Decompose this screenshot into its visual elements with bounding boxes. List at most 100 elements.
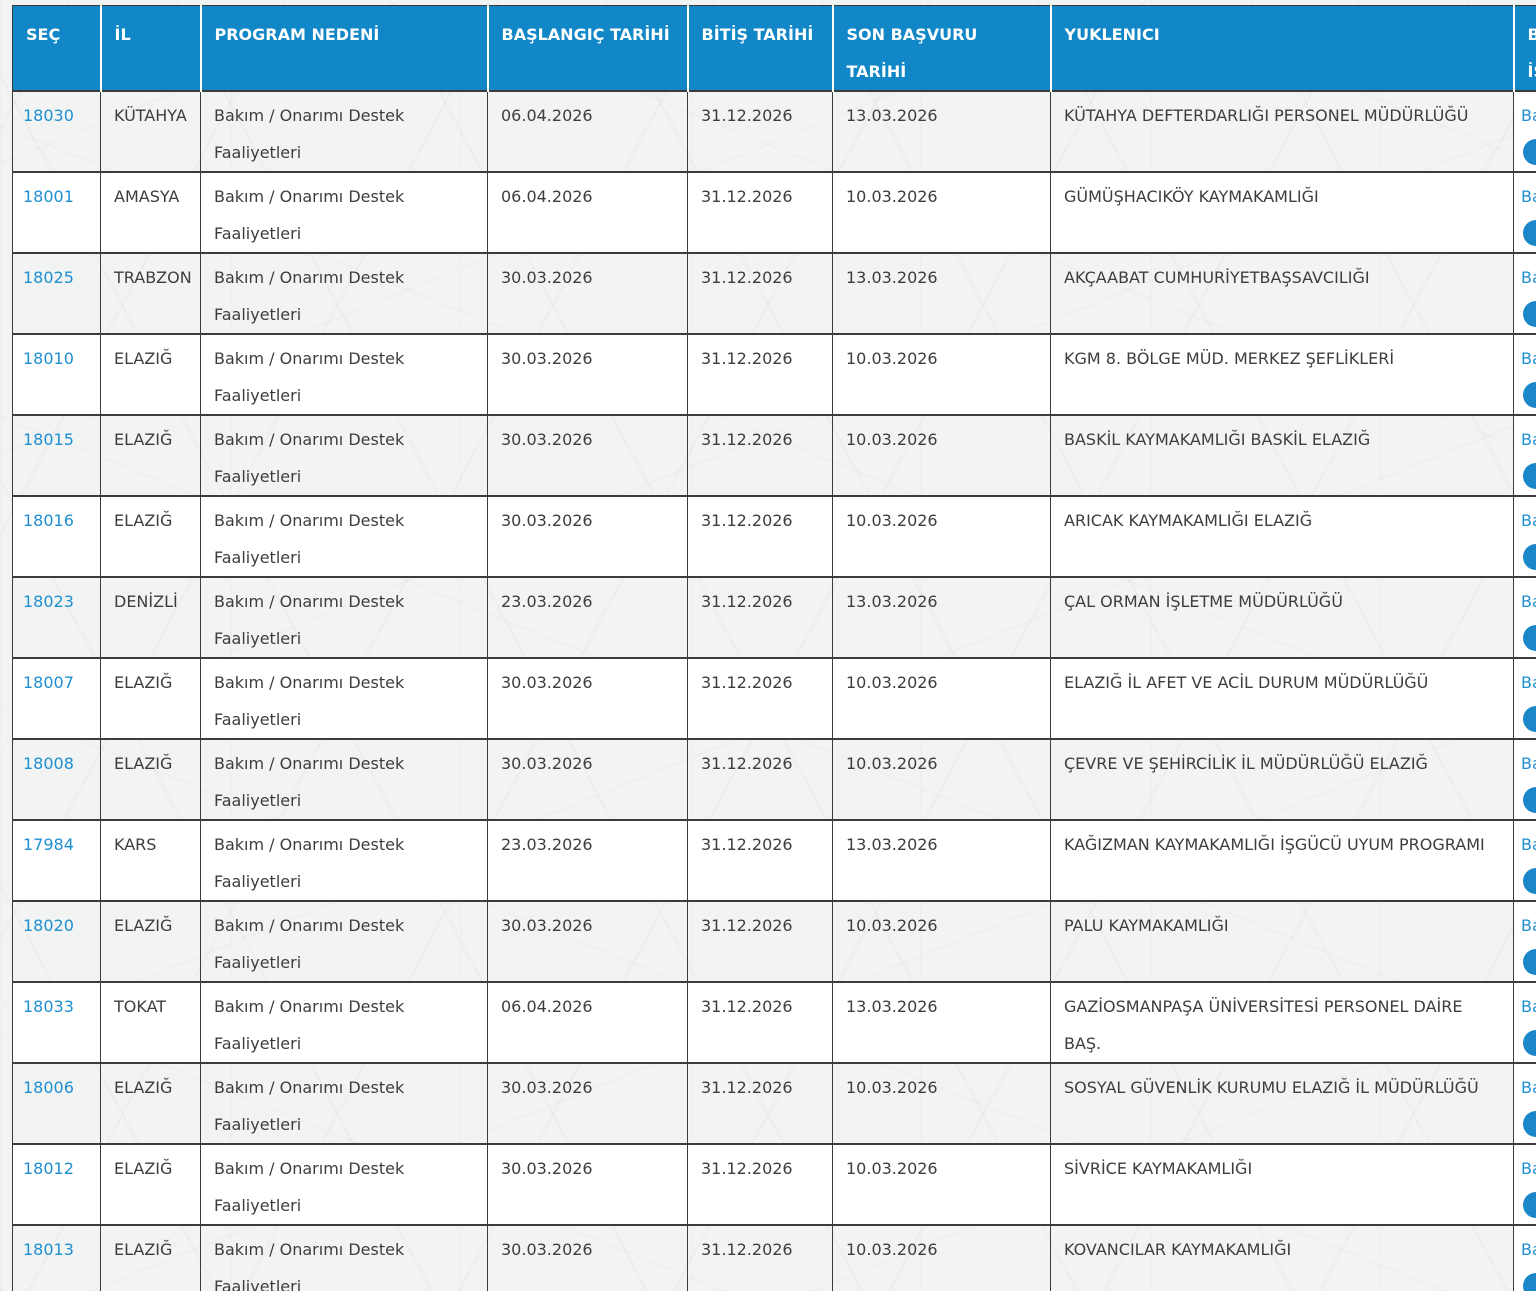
apply-link[interactable]: Başvur	[1521, 754, 1536, 773]
cell-bitis: 31.12.2026	[687, 333, 833, 416]
cell-son: 13.03.2026	[832, 252, 1051, 335]
program-id-link[interactable]: 18008	[23, 754, 74, 773]
apply-link[interactable]: Başvur	[1521, 187, 1536, 206]
table-row: 18010 ELAZIĞ Bakım / Onarımı Destek Faal…	[12, 333, 1536, 416]
col-header-il: İL	[100, 5, 202, 92]
info-circle-icon[interactable]	[1523, 544, 1536, 570]
col-header-baslangic: BAŞLANGIÇ TARİHİ	[487, 5, 689, 92]
info-circle-icon[interactable]	[1523, 220, 1536, 246]
cell-il: ELAZIĞ	[100, 495, 201, 578]
apply-link[interactable]: Başvur	[1521, 1240, 1536, 1259]
table-row: 18025 TRABZON Bakım / Onarımı Destek Faa…	[12, 252, 1536, 335]
cell-il: ELAZIĞ	[100, 900, 201, 983]
cell-sec: 18015	[12, 414, 101, 497]
programs-table: SEÇ İL PROGRAM NEDENİ BAŞLANGIÇ TARİHİ B…	[12, 5, 1536, 1291]
cell-yuklenici: SOSYAL GÜVENLİK KURUMU ELAZIĞ İL MÜDÜRLÜ…	[1050, 1062, 1514, 1145]
apply-link[interactable]: Başvur	[1521, 511, 1536, 530]
program-id-link[interactable]: 18033	[23, 997, 74, 1016]
cell-sec: 18001	[12, 171, 101, 254]
cell-yuklenici: GÜMÜŞHACIKÖY KAYMAKAMLIĞI	[1050, 171, 1514, 254]
table-row: 18033 TOKAT Bakım / Onarımı Destek Faali…	[12, 981, 1536, 1064]
cell-yuklenici: ÇEVRE VE ŞEHİRCİLİK İL MÜDÜRLÜĞÜ ELAZIĞ	[1050, 738, 1514, 821]
col-header-sec: SEÇ	[12, 5, 102, 92]
apply-link[interactable]: Başvur	[1521, 673, 1536, 692]
cell-son: 13.03.2026	[832, 90, 1051, 173]
cell-basvuru-islemleri: Başvur	[1513, 819, 1536, 902]
program-id-link[interactable]: 18015	[23, 430, 74, 449]
cell-sec: 18012	[12, 1143, 101, 1226]
program-id-link[interactable]: 18007	[23, 673, 74, 692]
program-id-link[interactable]: 18020	[23, 916, 74, 935]
cell-son: 10.03.2026	[832, 900, 1051, 983]
cell-yuklenici: SİVRİCE KAYMAKAMLIĞI	[1050, 1143, 1514, 1226]
program-id-link[interactable]: 18001	[23, 187, 74, 206]
program-id-link[interactable]: 18016	[23, 511, 74, 530]
cell-sec: 18023	[12, 576, 101, 659]
info-circle-icon[interactable]	[1523, 382, 1536, 408]
cell-bitis: 31.12.2026	[687, 495, 833, 578]
table-row: 18020 ELAZIĞ Bakım / Onarımı Destek Faal…	[12, 900, 1536, 983]
program-id-link[interactable]: 18030	[23, 106, 74, 125]
program-id-link[interactable]: 18010	[23, 349, 74, 368]
cell-baslangic: 30.03.2026	[487, 414, 688, 497]
cell-sec: 18020	[12, 900, 101, 983]
apply-link[interactable]: Başvur	[1521, 835, 1536, 854]
info-circle-icon[interactable]	[1523, 139, 1536, 165]
cell-bitis: 31.12.2026	[687, 1224, 833, 1291]
apply-link[interactable]: Başvur	[1521, 349, 1536, 368]
info-circle-icon[interactable]	[1523, 949, 1536, 975]
info-circle-icon[interactable]	[1523, 625, 1536, 651]
cell-bitis: 31.12.2026	[687, 981, 833, 1064]
cell-baslangic: 30.03.2026	[487, 495, 688, 578]
cell-program: Bakım / Onarımı Destek Faaliyetleri	[200, 1224, 488, 1291]
cell-yuklenici: ELAZIĞ İL AFET VE ACİL DURUM MÜDÜRLÜĞÜ	[1050, 657, 1514, 740]
info-circle-icon[interactable]	[1523, 1111, 1536, 1137]
cell-baslangic: 30.03.2026	[487, 333, 688, 416]
cell-sec: 18007	[12, 657, 101, 740]
info-circle-icon[interactable]	[1523, 868, 1536, 894]
col-header-program: PROGRAM NEDENİ	[200, 5, 489, 92]
cell-baslangic: 30.03.2026	[487, 1224, 688, 1291]
table-row: 18023 DENİZLİ Bakım / Onarımı Destek Faa…	[12, 576, 1536, 659]
program-id-link[interactable]: 18006	[23, 1078, 74, 1097]
col-header-bitis: BİTİŞ TARİHİ	[687, 5, 834, 92]
cell-basvuru-islemleri: Başvur	[1513, 900, 1536, 983]
cell-son: 13.03.2026	[832, 981, 1051, 1064]
info-circle-icon[interactable]	[1523, 1192, 1536, 1218]
cell-il: ELAZIĞ	[100, 657, 201, 740]
cell-bitis: 31.12.2026	[687, 90, 833, 173]
program-id-link[interactable]: 18025	[23, 268, 74, 287]
cell-sec: 18010	[12, 333, 101, 416]
cell-son: 10.03.2026	[832, 414, 1051, 497]
info-circle-icon[interactable]	[1523, 706, 1536, 732]
apply-link[interactable]: Başvur	[1521, 592, 1536, 611]
cell-baslangic: 23.03.2026	[487, 819, 688, 902]
cell-il: ELAZIĞ	[100, 414, 201, 497]
program-id-link[interactable]: 18013	[23, 1240, 74, 1259]
cell-yuklenici: ARICAK KAYMAKAMLIĞI ELAZIĞ	[1050, 495, 1514, 578]
apply-link[interactable]: Başvur	[1521, 1159, 1536, 1178]
cell-sec: 18033	[12, 981, 101, 1064]
apply-link[interactable]: Başvur	[1521, 997, 1536, 1016]
header-row: SEÇ İL PROGRAM NEDENİ BAŞLANGIÇ TARİHİ B…	[12, 5, 1536, 92]
cell-il: TOKAT	[100, 981, 201, 1064]
info-circle-icon[interactable]	[1523, 1030, 1536, 1056]
table-row: 18001 AMASYA Bakım / Onarımı Destek Faal…	[12, 171, 1536, 254]
cell-il: TRABZON	[100, 252, 201, 335]
apply-link[interactable]: Başvur	[1521, 106, 1536, 125]
apply-link[interactable]: Başvur	[1521, 430, 1536, 449]
info-circle-icon[interactable]	[1523, 301, 1536, 327]
info-circle-icon[interactable]	[1523, 1273, 1536, 1291]
program-id-link[interactable]: 18023	[23, 592, 74, 611]
programs-table-wrapper: SEÇ İL PROGRAM NEDENİ BAŞLANGIÇ TARİHİ B…	[12, 5, 1536, 1291]
apply-link[interactable]: Başvur	[1521, 916, 1536, 935]
cell-son: 10.03.2026	[832, 1143, 1051, 1226]
cell-bitis: 31.12.2026	[687, 1062, 833, 1145]
info-circle-icon[interactable]	[1523, 787, 1536, 813]
apply-link[interactable]: Başvur	[1521, 268, 1536, 287]
info-circle-icon[interactable]	[1523, 463, 1536, 489]
program-id-link[interactable]: 18012	[23, 1159, 74, 1178]
program-id-link[interactable]: 17984	[23, 835, 74, 854]
apply-link[interactable]: Başvur	[1521, 1078, 1536, 1097]
